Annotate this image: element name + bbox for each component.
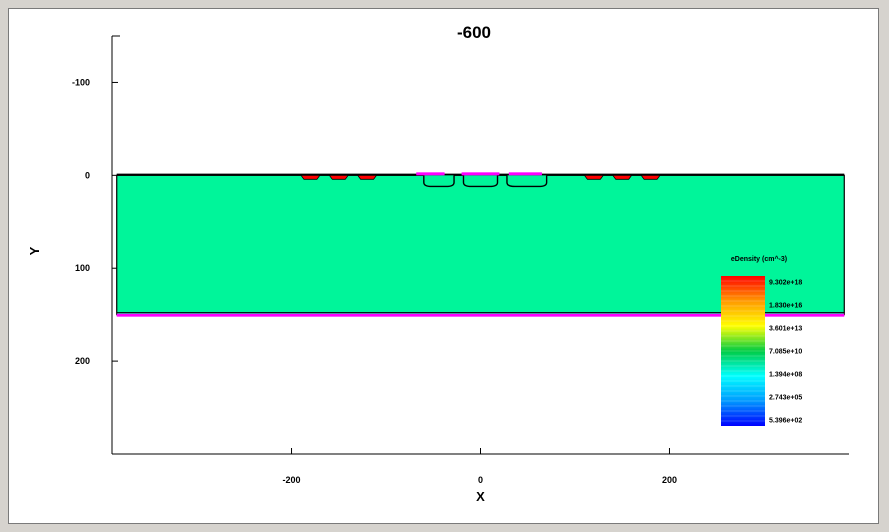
x-tick-label: 0 [478,475,483,485]
depletion-pocket [462,175,499,188]
legend-label: 5.396e+02 [769,418,802,425]
x-axis-label: X [476,489,485,504]
legend-label: 7.085e+10 [769,349,802,356]
legend-label: 3.601e+13 [769,326,802,333]
y-tick-label: 0 [85,170,90,180]
legend-label: 2.743e+05 [769,395,802,402]
x-tick-label: 200 [662,475,677,485]
depletion-pocket [506,175,548,188]
legend-colorbar [721,276,765,426]
y-tick-label: 200 [75,356,90,366]
chart-title: -600 [457,23,491,42]
depletion-pocket [423,175,455,188]
surface-contact-red [356,174,378,180]
legend-label: 9.302e+18 [769,280,802,287]
y-axis-label: Y [27,246,42,255]
bottom-contact [116,313,845,317]
legend-title: eDensity (cm^-3) [731,255,787,263]
legend-label: 1.830e+16 [769,303,802,310]
legend-label: 1.394e+08 [769,372,802,379]
surface-contact-red [583,174,605,180]
surface-contact-magenta [416,172,445,176]
surface-contact-magenta [508,172,542,176]
y-tick-label: 100 [75,263,90,273]
device-density-plot: -600 Y X -100 0 100 200 -200 0 200 eDensity (c… [27,23,849,504]
surface-contact-red [300,174,321,180]
surface-contact-red [611,174,633,180]
surface-contact-red [640,174,661,180]
x-tick-label: -200 [283,475,301,485]
plot-frame: -600 Y X -100 0 100 200 -200 0 200 eDensity (c… [8,8,879,524]
y-tick-label: -100 [72,77,90,87]
surface-contact-magenta [461,172,500,176]
surface-contact-red [328,174,350,180]
